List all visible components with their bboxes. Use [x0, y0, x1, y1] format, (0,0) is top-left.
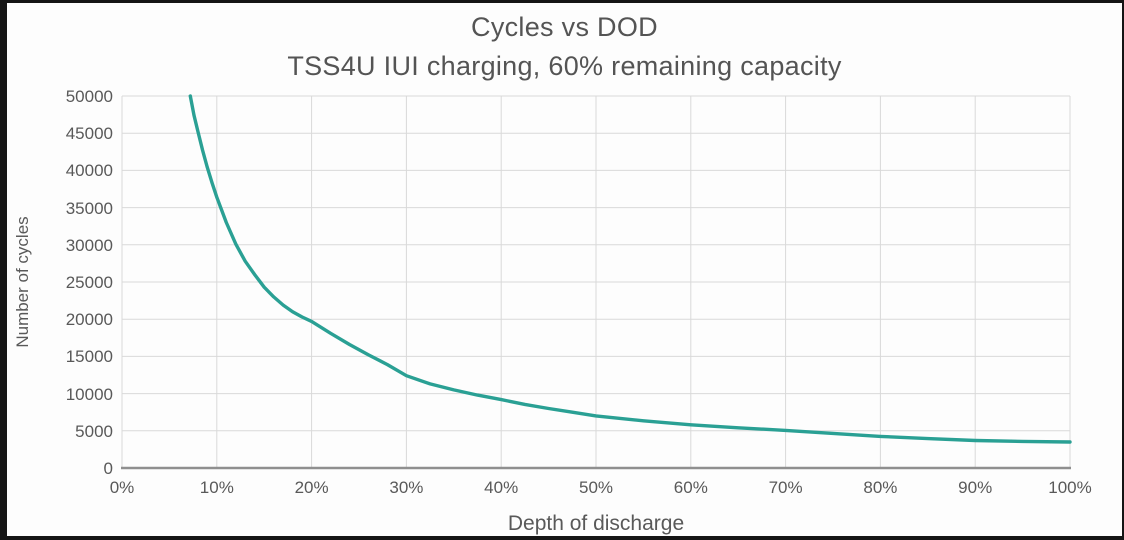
y-tick-label: 35000 — [65, 198, 113, 218]
chart-title: Cycles vs DOD — [471, 12, 658, 42]
cycles-vs-dod-curve — [188, 94, 1072, 444]
x-tick-label: 50% — [578, 478, 614, 497]
x-axis-title: Depth of discharge — [507, 512, 685, 535]
y-tick-label: 0 — [103, 459, 113, 478]
x-tick-label: 20% — [294, 478, 329, 497]
x-tick-label: 10% — [199, 478, 234, 497]
x-tick-label: 70% — [768, 478, 803, 497]
x-tick-label: 40% — [484, 478, 519, 497]
chart-canvas: Cycles vs DOD TSS4U IUI charging, 60% re… — [7, 3, 1122, 536]
x-tick-label: 100% — [1048, 478, 1092, 497]
y-tick-label: 45000 — [65, 124, 113, 144]
y-tick-label: 25000 — [65, 273, 113, 292]
x-tick-label: 80% — [863, 478, 898, 497]
y-tick-label: 20000 — [65, 310, 113, 330]
x-tick-label: 60% — [673, 478, 708, 497]
y-tick-label: 50000 — [65, 87, 113, 106]
chart-title-block: Cycles vs DOD TSS4U IUI charging, 60% re… — [7, 8, 1122, 86]
y-tick-label: 40000 — [65, 161, 113, 181]
x-tick-label: 30% — [389, 478, 424, 497]
x-tick-label: 0% — [109, 478, 135, 497]
y-tick-label: 15000 — [65, 347, 113, 367]
y-tick-label: 10000 — [65, 384, 113, 404]
plot-svg — [121, 94, 1072, 470]
x-tick-label: 90% — [958, 478, 993, 497]
y-tick-label: 30000 — [65, 235, 113, 255]
y-tick-label: 5000 — [75, 421, 113, 441]
chart-subtitle: TSS4U IUI charging, 60% remaining capaci… — [287, 51, 842, 81]
